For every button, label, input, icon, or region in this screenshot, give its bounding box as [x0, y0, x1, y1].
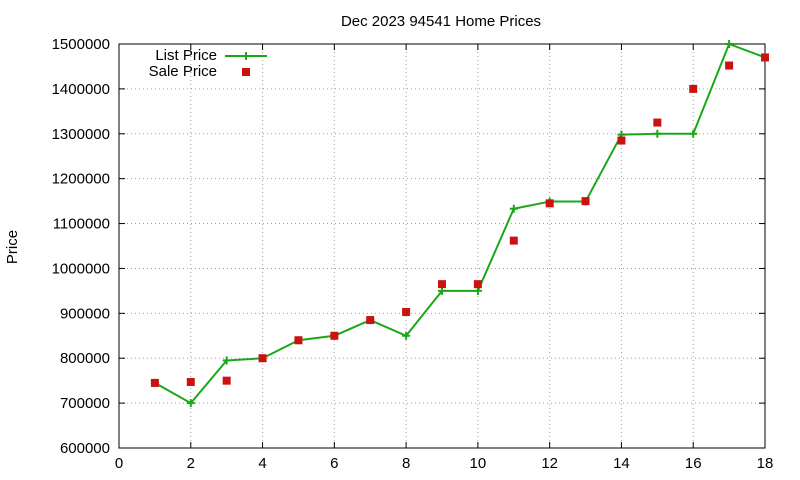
sale-price-point: [761, 53, 769, 62]
y-tick-label: 600000: [60, 440, 110, 457]
sale-price-point: [473, 280, 482, 289]
sale-price-point: [509, 236, 518, 245]
sale-price-point: [581, 197, 590, 206]
sale-price-point: [689, 84, 698, 93]
x-tick-label: 10: [470, 455, 487, 472]
y-tick-label: 800000: [60, 350, 110, 367]
x-tick-label: 0: [115, 455, 123, 472]
x-tick-label: 6: [330, 455, 338, 472]
grid: [119, 44, 765, 448]
list-price-point: [689, 129, 698, 138]
sale-price-point: [725, 61, 734, 70]
series-group: [150, 40, 769, 408]
sale-price-point: [438, 280, 446, 289]
y-tick-label: 1300000: [52, 126, 110, 143]
chart-title: Dec 2023 94541 Home Prices: [341, 13, 541, 30]
plot-frame: [118, 43, 766, 449]
x-tick-label: 16: [685, 455, 702, 472]
list-price-point: [402, 331, 411, 340]
list-price-point: [653, 129, 662, 138]
list-price-point: [186, 399, 195, 408]
x-tick-label: 2: [187, 455, 195, 472]
x-tick-label: 8: [402, 455, 410, 472]
sale-price-point: [617, 136, 626, 145]
sale-price-point: [330, 331, 339, 340]
list-price-point: [438, 286, 446, 295]
list-price-point: [473, 286, 482, 295]
sale-price-point: [545, 199, 554, 208]
y-tick-label: 1000000: [52, 260, 110, 277]
list-price-point: [725, 40, 734, 48]
x-tick-label: 14: [613, 455, 630, 472]
list-price-line: [154, 43, 766, 405]
y-tick-label: 1400000: [52, 81, 110, 98]
sale-price-point: [294, 336, 303, 345]
legend-label-sale-price: Sale Price: [149, 63, 217, 80]
sale-price-point: [366, 316, 375, 325]
x-tick-label: 4: [258, 455, 266, 472]
axis-ticks: 0 2 4 6 8 10 12 14 16 18 600000 700000 800000 900000 1…: [52, 36, 774, 472]
list-price-point: [509, 204, 518, 213]
x-tick-label: 12: [541, 455, 558, 472]
y-tick-label: 900000: [60, 305, 110, 322]
sale-price-point: [653, 118, 662, 127]
sale-price-point: [150, 378, 159, 387]
y-tick-label: 1100000: [53, 216, 110, 233]
sale-price-point: [258, 354, 267, 363]
y-axis-label: Price: [4, 230, 21, 264]
legend-swatch-sale-price: [242, 68, 250, 76]
sale-price-point: [186, 378, 195, 387]
y-tick-label: 700000: [60, 395, 110, 412]
sale-price-point: [402, 307, 411, 316]
y-tick-label: 1500000: [52, 36, 110, 53]
y-tick-label: 1200000: [52, 171, 110, 188]
sale-price-point: [222, 376, 231, 385]
x-tick-label: 18: [757, 455, 774, 472]
legend-label-list-price: List Price: [155, 47, 217, 64]
list-price-point: [222, 356, 231, 365]
